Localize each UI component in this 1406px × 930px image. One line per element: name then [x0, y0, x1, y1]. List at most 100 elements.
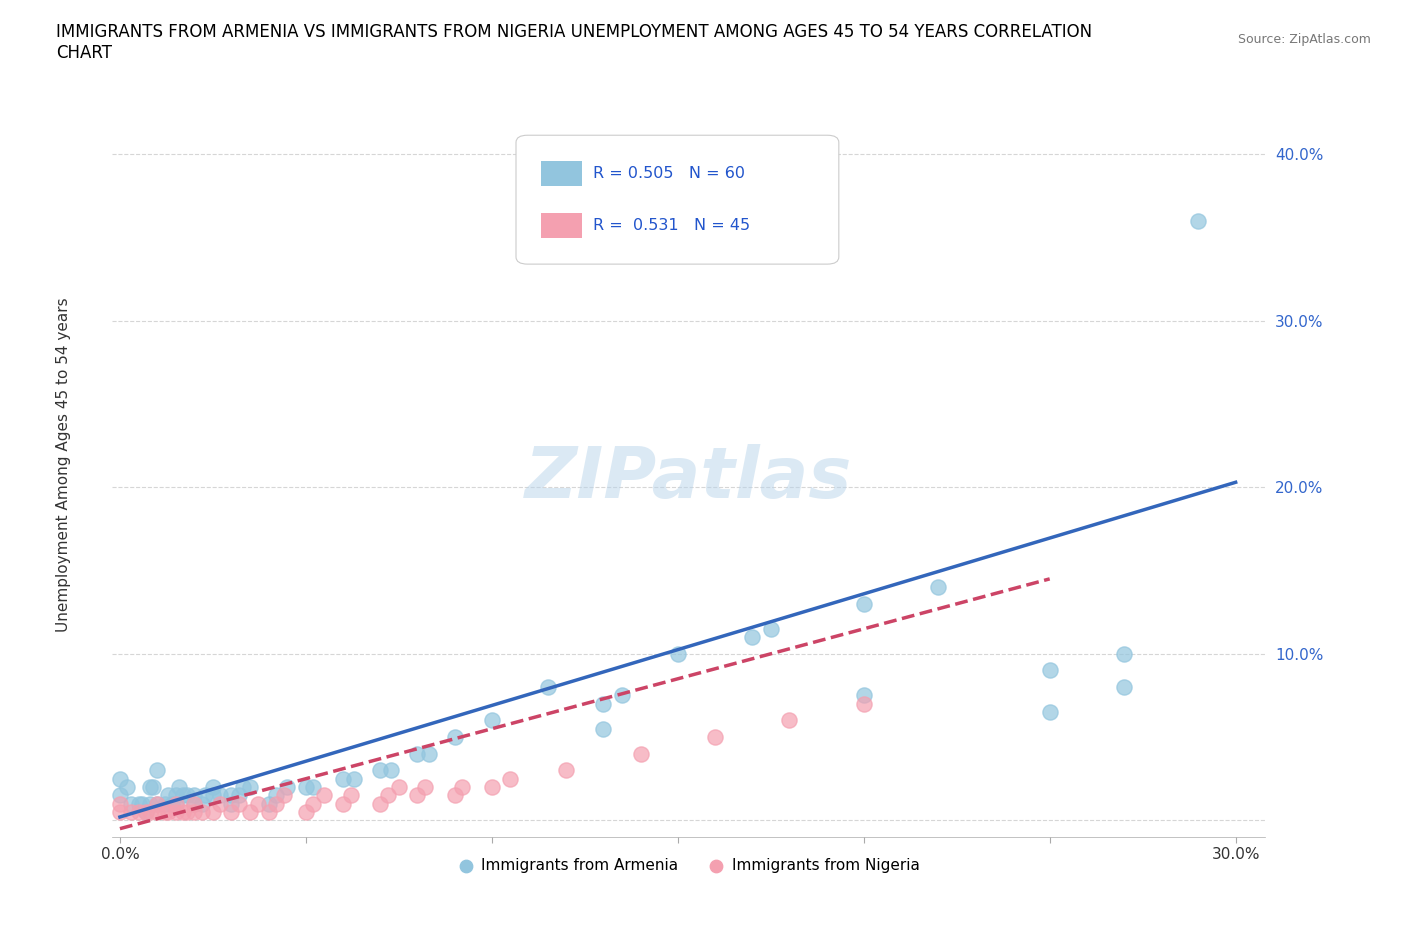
Text: Unemployment Among Ages 45 to 54 years: Unemployment Among Ages 45 to 54 years	[56, 298, 70, 632]
Point	[239, 804, 262, 819]
Point	[138, 796, 160, 811]
Point	[1112, 646, 1135, 661]
Point	[852, 688, 875, 703]
Point	[536, 680, 558, 695]
Point	[704, 730, 727, 745]
Point	[176, 788, 198, 803]
Point	[406, 746, 429, 761]
Point	[135, 804, 157, 819]
Point	[759, 621, 782, 636]
Point	[1039, 705, 1062, 720]
Text: R =  0.531   N = 45: R = 0.531 N = 45	[593, 218, 751, 232]
Point	[128, 804, 150, 819]
Point	[128, 796, 150, 811]
Point	[377, 788, 399, 803]
Point	[190, 804, 212, 819]
Point	[592, 722, 614, 737]
Point	[176, 804, 198, 819]
Point	[120, 796, 142, 811]
Point	[157, 788, 180, 803]
Point	[343, 771, 366, 786]
Point	[413, 779, 436, 794]
Bar	[541, 213, 582, 238]
Point	[666, 646, 689, 661]
Point	[852, 596, 875, 611]
Point	[183, 788, 205, 803]
Point	[380, 763, 402, 777]
Point	[120, 804, 142, 819]
Point	[108, 771, 131, 786]
Point	[108, 788, 131, 803]
Point	[257, 804, 280, 819]
Text: R = 0.505   N = 60: R = 0.505 N = 60	[593, 166, 745, 181]
Point	[388, 779, 411, 794]
Point	[183, 804, 205, 819]
Point	[108, 796, 131, 811]
Point	[368, 796, 391, 811]
Point	[339, 788, 361, 803]
Point	[169, 779, 191, 794]
Point	[927, 579, 949, 594]
Point	[165, 804, 187, 819]
Point	[314, 788, 336, 803]
Point	[273, 788, 295, 803]
Point	[153, 804, 176, 819]
Point	[142, 779, 165, 794]
Point	[165, 796, 187, 811]
Point	[368, 763, 391, 777]
Point	[592, 697, 614, 711]
Point	[852, 697, 875, 711]
Point	[276, 779, 298, 794]
Point	[481, 779, 503, 794]
Point	[157, 804, 180, 819]
Point	[443, 788, 465, 803]
Point	[295, 779, 318, 794]
Point	[778, 713, 800, 728]
Point	[190, 796, 212, 811]
Point	[172, 788, 194, 803]
Text: Source: ZipAtlas.com: Source: ZipAtlas.com	[1237, 33, 1371, 46]
Point	[221, 804, 243, 819]
Point	[201, 779, 224, 794]
Point	[108, 804, 131, 819]
FancyBboxPatch shape	[516, 135, 839, 264]
Point	[481, 713, 503, 728]
Bar	[541, 162, 582, 186]
Point	[302, 796, 325, 811]
Point	[201, 788, 224, 803]
Point	[499, 771, 522, 786]
Point	[239, 779, 262, 794]
Point	[138, 804, 160, 819]
Text: IMMIGRANTS FROM ARMENIA VS IMMIGRANTS FROM NIGERIA UNEMPLOYMENT AMONG AGES 45 TO: IMMIGRANTS FROM ARMENIA VS IMMIGRANTS FR…	[56, 23, 1092, 62]
Point	[165, 788, 187, 803]
Point	[183, 796, 205, 811]
Point	[451, 779, 474, 794]
Point	[146, 796, 169, 811]
Point	[1112, 680, 1135, 695]
Point	[246, 796, 269, 811]
Point	[228, 796, 250, 811]
Point	[146, 763, 169, 777]
Point	[165, 796, 187, 811]
Point	[221, 788, 243, 803]
Point	[1039, 663, 1062, 678]
Point	[138, 779, 160, 794]
Point	[443, 730, 465, 745]
Point	[1187, 213, 1209, 228]
Point	[153, 796, 176, 811]
Text: ZIPatlas: ZIPatlas	[526, 445, 852, 513]
Point	[257, 796, 280, 811]
Point	[295, 804, 318, 819]
Point	[117, 779, 139, 794]
Point	[209, 788, 232, 803]
Point	[232, 779, 254, 794]
Point	[264, 788, 287, 803]
Point	[741, 630, 763, 644]
Point	[146, 796, 169, 811]
Point	[264, 796, 287, 811]
Point	[332, 771, 354, 786]
Point	[302, 779, 325, 794]
Point	[406, 788, 429, 803]
Point	[610, 688, 633, 703]
Point	[555, 763, 578, 777]
